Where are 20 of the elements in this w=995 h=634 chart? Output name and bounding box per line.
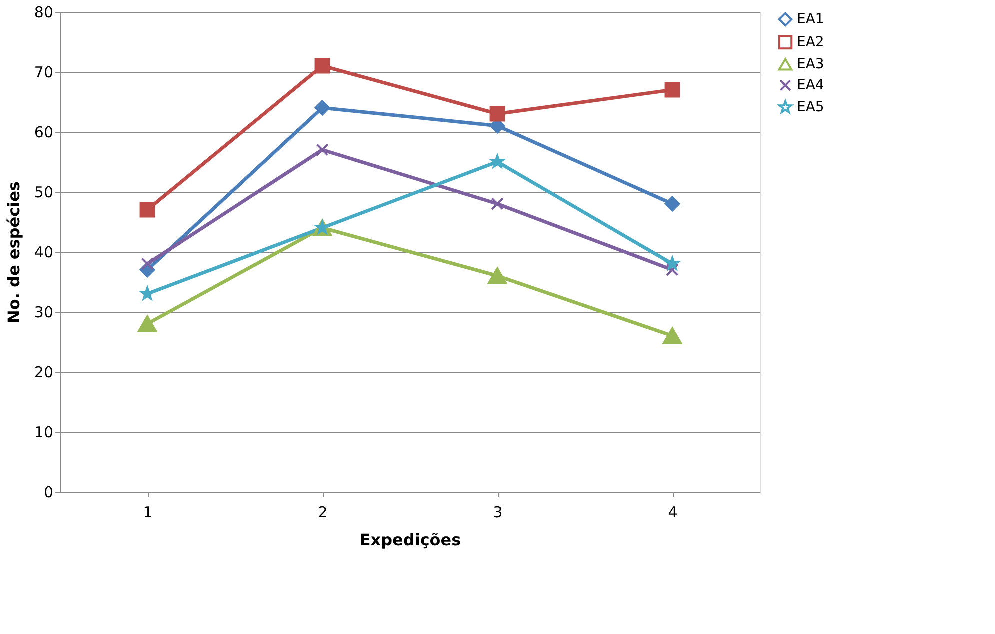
legend-label: EA4 <box>797 78 824 94</box>
x-tick-label: 1 <box>143 504 153 522</box>
y-tick-label: 70 <box>34 64 54 82</box>
y-tick-label: 80 <box>34 4 54 22</box>
y-tick-label: 30 <box>34 304 54 322</box>
y-tick-label: 0 <box>44 484 54 502</box>
legend-label: EA1 <box>797 12 824 28</box>
x-tick-label: 3 <box>493 504 503 522</box>
y-tick-label: 10 <box>34 424 54 442</box>
legend-label: EA5 <box>797 100 824 116</box>
y-tick-label: 50 <box>34 184 54 202</box>
y-tick-label: 20 <box>34 364 54 382</box>
y-tick-label: 40 <box>34 244 54 262</box>
y-axis-title: No. de espécies <box>4 182 24 324</box>
y-tick-label: 60 <box>34 124 54 142</box>
legend-label: EA3 <box>797 56 824 72</box>
x-axis-title: Expedições <box>360 530 462 550</box>
x-tick-label: 2 <box>318 504 328 522</box>
legend-label: EA2 <box>797 34 824 50</box>
x-tick-label: 4 <box>668 504 678 522</box>
